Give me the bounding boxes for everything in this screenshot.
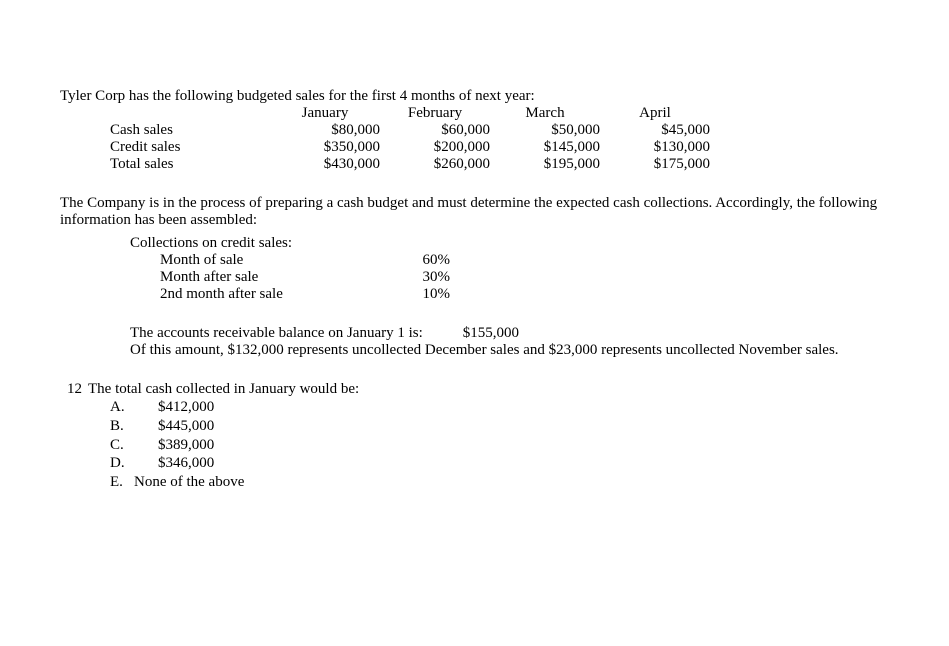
- collections-pct: 10%: [410, 286, 450, 303]
- cell: $45,000: [600, 122, 710, 139]
- cell: $175,000: [600, 156, 710, 173]
- cell: $80,000: [270, 122, 380, 139]
- row-label: Cash sales: [110, 122, 270, 139]
- ar-line1: The accounts receivable balance on Janua…: [130, 325, 869, 342]
- option-e: E.None of the above: [110, 473, 889, 492]
- question-stem: The total cash collected in January woul…: [88, 381, 359, 397]
- cell: $200,000: [380, 139, 490, 156]
- collections-table: Month of sale 60% Month after sale 30% 2…: [160, 252, 450, 303]
- ar-line2: Of this amount, $132,000 represents unco…: [130, 342, 869, 359]
- cell: $130,000: [600, 139, 710, 156]
- option-letter: B.: [110, 417, 158, 436]
- option-c: C.$389,000: [110, 436, 889, 455]
- sales-table: January February March April Cash sales …: [110, 105, 710, 173]
- cell: $195,000: [490, 156, 600, 173]
- option-text: None of the above: [134, 474, 244, 490]
- option-d: D.$346,000: [110, 454, 889, 473]
- option-letter: E.: [110, 473, 134, 492]
- sales-header-row: January February March April: [110, 105, 710, 122]
- question-number: 12: [60, 381, 88, 398]
- row-label: Credit sales: [110, 139, 270, 156]
- col-march: March: [490, 105, 600, 122]
- table-row: Cash sales $80,000 $60,000 $50,000 $45,0…: [110, 122, 710, 139]
- cell: $50,000: [490, 122, 600, 139]
- intro-text: Tyler Corp has the following budgeted sa…: [60, 88, 889, 105]
- cell: $350,000: [270, 139, 380, 156]
- options: A.$412,000 B.$445,000 C.$389,000 D.$346,…: [110, 398, 889, 492]
- collections-label: Month of sale: [160, 252, 410, 269]
- option-text: $445,000: [158, 418, 214, 434]
- option-text: $389,000: [158, 437, 214, 453]
- paragraph-2: The Company is in the process of prepari…: [60, 195, 889, 229]
- option-letter: A.: [110, 398, 158, 417]
- cell: $60,000: [380, 122, 490, 139]
- table-row: Credit sales $350,000 $200,000 $145,000 …: [110, 139, 710, 156]
- option-letter: C.: [110, 436, 158, 455]
- collections-pct: 30%: [410, 269, 450, 286]
- option-letter: D.: [110, 454, 158, 473]
- question-12: 12The total cash collected in January wo…: [60, 381, 889, 492]
- table-row: 2nd month after sale 10%: [160, 286, 450, 303]
- table-row: Month of sale 60%: [160, 252, 450, 269]
- ar-line1-text: The accounts receivable balance on Janua…: [130, 325, 423, 341]
- option-a: A.$412,000: [110, 398, 889, 417]
- table-row: Total sales $430,000 $260,000 $195,000 $…: [110, 156, 710, 173]
- ar-block: The accounts receivable balance on Janua…: [130, 325, 889, 359]
- col-april: April: [600, 105, 710, 122]
- cell: $145,000: [490, 139, 600, 156]
- collections-pct: 60%: [410, 252, 450, 269]
- row-label: Total sales: [110, 156, 270, 173]
- cell: $430,000: [270, 156, 380, 173]
- option-text: $346,000: [158, 455, 214, 471]
- collections-block: Collections on credit sales: Month of sa…: [130, 235, 889, 303]
- col-february: February: [380, 105, 490, 122]
- collections-label: Month after sale: [160, 269, 410, 286]
- collections-title: Collections on credit sales:: [130, 235, 889, 252]
- table-row: Month after sale 30%: [160, 269, 450, 286]
- page: Tyler Corp has the following budgeted sa…: [0, 0, 949, 492]
- option-b: B.$445,000: [110, 417, 889, 436]
- ar-amount: $155,000: [463, 325, 519, 341]
- cell: $260,000: [380, 156, 490, 173]
- col-january: January: [270, 105, 380, 122]
- option-text: $412,000: [158, 399, 214, 415]
- collections-label: 2nd month after sale: [160, 286, 410, 303]
